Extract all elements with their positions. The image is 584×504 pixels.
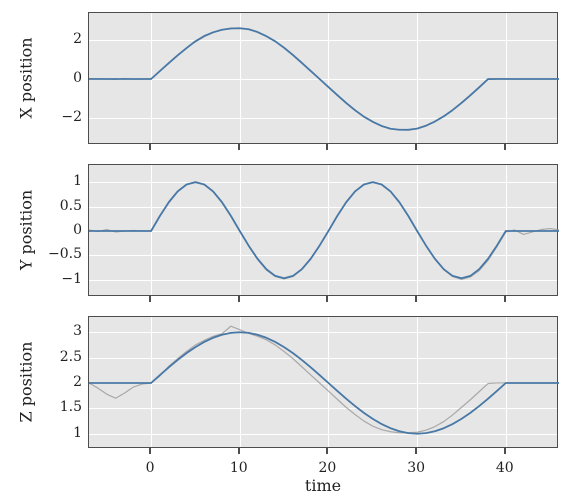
ytick-label: 2.5 (60, 349, 88, 365)
figure: −2 0 2 X position −1 −0.5 0 0.5 1 Y position 1 1.5 2… (0, 0, 584, 504)
xtick-mark (415, 296, 417, 302)
ytick-label: 1.5 (60, 399, 88, 415)
xtick-mark (326, 296, 328, 302)
series-ground-truth (89, 182, 559, 279)
ytick-label: 2 (73, 31, 88, 47)
xtick-mark (238, 296, 240, 302)
y-position-panel (88, 164, 558, 296)
series-estimate (89, 182, 559, 278)
xtick-label: 10 (230, 454, 248, 476)
ylabel: Z position (17, 342, 36, 423)
xtick-mark (504, 296, 506, 302)
series-layer (89, 13, 559, 145)
ytick-label: −1 (61, 271, 88, 287)
ytick-label: 0.5 (60, 198, 88, 214)
ytick-label: 0 (73, 70, 88, 86)
series-layer (89, 317, 559, 449)
xtick-mark (149, 296, 151, 302)
xtick-mark (415, 144, 417, 150)
xtick-mark (504, 144, 506, 150)
xtick-mark (326, 144, 328, 150)
ytick-label: 0 (73, 222, 88, 238)
series-layer (89, 165, 559, 297)
xtick-label: 20 (319, 454, 337, 476)
ytick-label: 2 (73, 374, 88, 390)
ytick-label: 3 (73, 323, 88, 339)
xtick-mark (149, 144, 151, 150)
xtick-label: 0 (146, 454, 155, 476)
ylabel: X position (17, 37, 36, 118)
x-position-panel (88, 12, 558, 144)
ytick-label: 1 (73, 425, 88, 441)
z-position-panel (88, 316, 558, 448)
xtick-label: 30 (407, 454, 425, 476)
xlabel: time (305, 476, 341, 495)
series-estimate (89, 28, 559, 130)
xtick-label: 40 (496, 454, 514, 476)
ytick-label: 1 (73, 173, 88, 189)
ylabel: Y position (17, 190, 36, 270)
ytick-label: −0.5 (48, 246, 88, 262)
xtick-mark (238, 144, 240, 150)
ytick-label: −2 (61, 109, 88, 125)
